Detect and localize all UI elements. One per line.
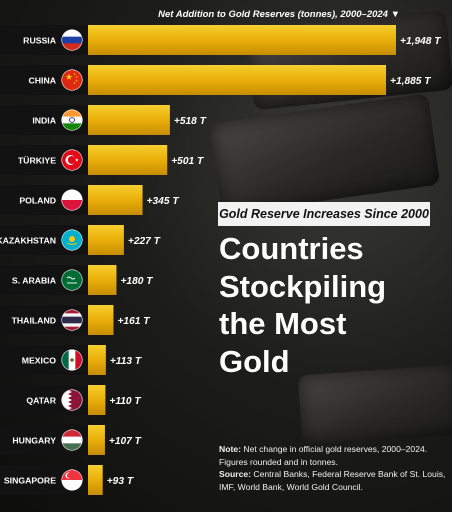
- value-label: +180 T: [120, 276, 153, 287]
- india-flag-icon: [61, 109, 83, 131]
- thailand-flag-icon: [61, 309, 83, 331]
- country-label: S. ARABIA: [12, 276, 57, 286]
- kazakhstan-flag-icon: [61, 229, 83, 251]
- value-label: +1,885 T: [390, 76, 431, 87]
- headline-line: Stockpiling: [219, 268, 387, 304]
- china-flag-icon: [61, 69, 83, 91]
- bar-mexico: [88, 345, 106, 375]
- bar-t-rkiye: [88, 145, 168, 175]
- country-label: INDIA: [32, 116, 56, 126]
- subtitle-banner: Gold Reserve Increases Since 2000: [218, 202, 430, 226]
- note-label: Note:: [219, 444, 241, 454]
- bar-russia: [88, 25, 396, 55]
- bar-china: [88, 65, 387, 95]
- country-label: QATAR: [26, 396, 56, 406]
- value-label: +501 T: [171, 156, 204, 167]
- bar-singapore: [88, 465, 103, 495]
- value-label: +93 T: [107, 476, 134, 487]
- value-label: +113 T: [110, 356, 142, 367]
- value-label: +110 T: [109, 396, 141, 407]
- saudi-arabia-flag-icon: [61, 269, 83, 291]
- singapore-flag-icon: [61, 469, 83, 491]
- country-label: CHINA: [28, 76, 56, 86]
- headline-line: the Most: [219, 306, 347, 341]
- country-label: HUNGARY: [12, 436, 56, 446]
- country-label: SINGAPORE: [4, 476, 56, 486]
- value-label: +1,948 T: [400, 36, 441, 47]
- country-label: KAZAKHSTAN: [0, 236, 56, 246]
- turkiye-flag-icon: [61, 149, 83, 171]
- bar-india: [88, 105, 170, 135]
- bar-poland: [88, 185, 143, 215]
- country-label: MEXICO: [22, 356, 57, 366]
- chart-title: Net Addition to Gold Reserves (tonnes), …: [158, 9, 400, 20]
- country-label: RUSSIA: [23, 36, 57, 46]
- russia-flag-icon: [61, 29, 83, 51]
- bar-thailand: [88, 305, 114, 335]
- mexico-flag-icon: [61, 349, 83, 371]
- bar-kazakhstan: [88, 225, 124, 255]
- country-label: TÜRKIYE: [18, 156, 56, 166]
- headline-line: Gold: [219, 343, 290, 379]
- country-label: POLAND: [19, 196, 56, 206]
- value-label: +345 T: [147, 196, 180, 207]
- headline-line: Countries: [219, 231, 364, 266]
- value-label: +518 T: [174, 116, 207, 127]
- source-label: Source:: [219, 469, 251, 479]
- bar-s-arabia: [88, 265, 117, 295]
- value-label: +227 T: [128, 236, 161, 247]
- value-label: +107 T: [109, 436, 142, 447]
- note-text: Net change in official gold reserves, 20…: [219, 444, 428, 467]
- value-label: +161 T: [117, 316, 150, 327]
- qatar-flag-icon: [61, 389, 83, 411]
- country-label: THAILAND: [12, 316, 56, 326]
- headline: Countries Stockpiling the Most Gold: [219, 230, 449, 380]
- poland-flag-icon: [61, 189, 83, 211]
- bar-qatar: [88, 385, 106, 415]
- footnote: Note: Net change in official gold reserv…: [219, 443, 447, 493]
- bar-hungary: [88, 425, 105, 455]
- hungary-flag-icon: [61, 429, 83, 451]
- source-text: Central Banks, Federal Reserve Bank of S…: [219, 469, 446, 492]
